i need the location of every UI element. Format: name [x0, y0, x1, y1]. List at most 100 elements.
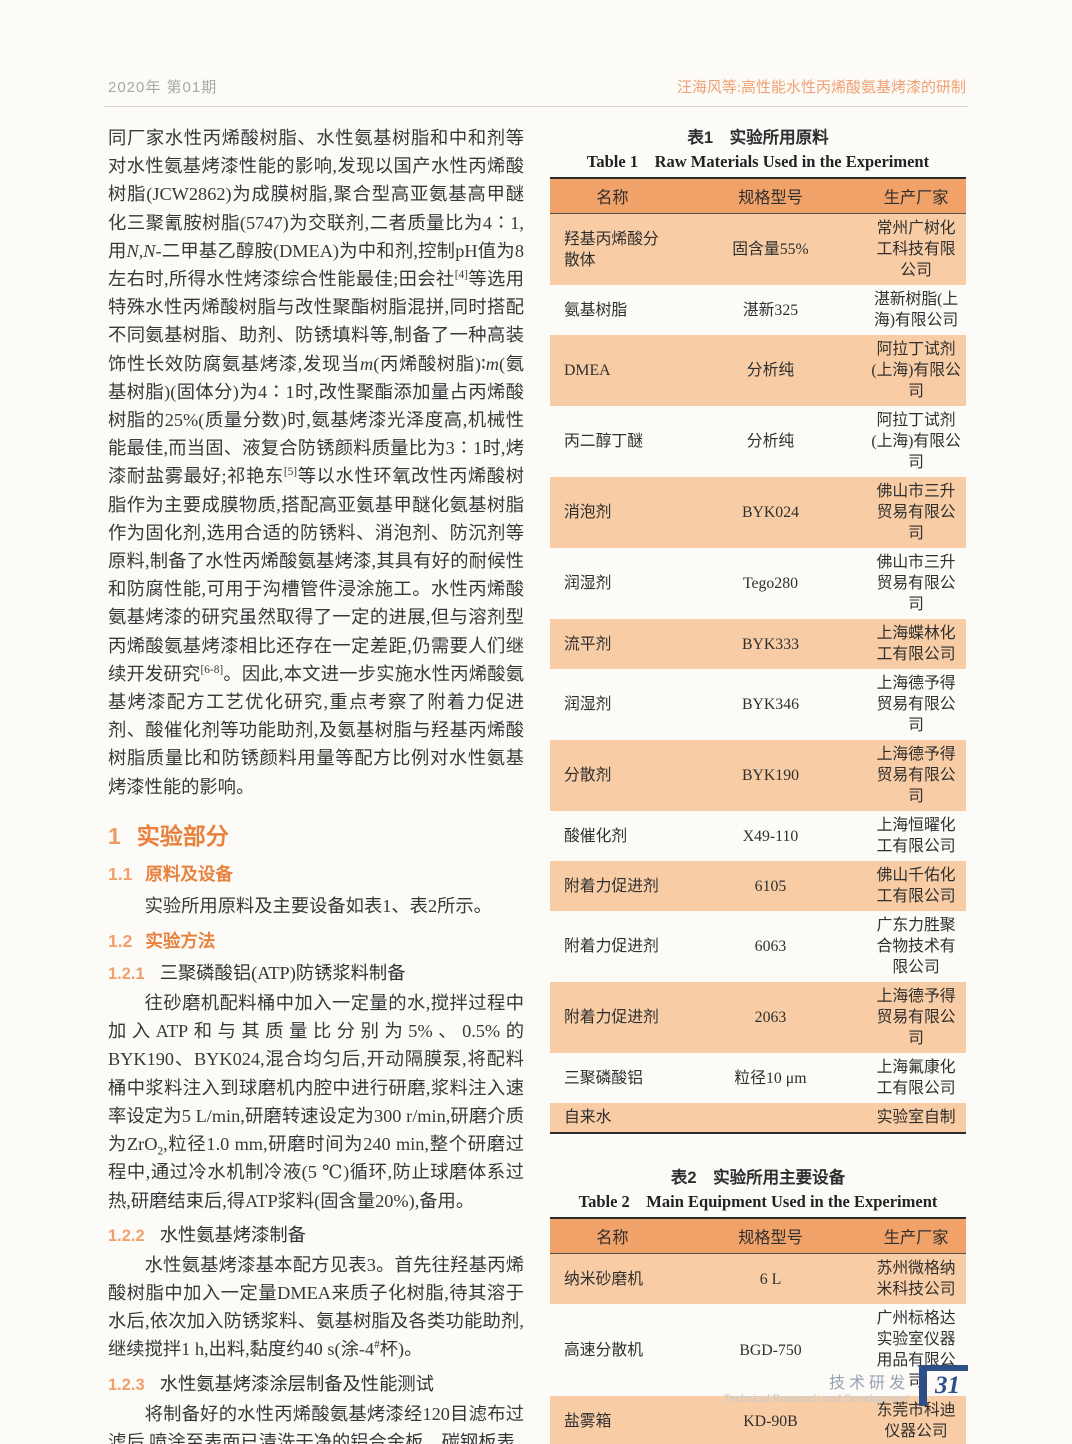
table2-caption-cn: 表2 实验所用主要设备: [670, 1169, 846, 1187]
table1-caption-en: Table 1 Raw Materials Used in the Experi…: [586, 152, 930, 171]
cell-manufacturer: 佛山千佑化工有限公司: [866, 861, 966, 911]
cell-spec: 分析纯: [746, 433, 795, 450]
cell-name: 附着力促进剂: [564, 938, 659, 955]
page-number-badge: 31: [919, 1365, 968, 1406]
table1-raw-materials: 名称 规格型号 生产厂家 羟基丙烯酸分散体 固含量55% 常州广树化工科技有限公司: [550, 177, 966, 1134]
cell-spec: 分析纯: [674, 335, 867, 406]
cell-manufacturer: 上海德予得贸易有限公司: [876, 675, 956, 734]
subsubsection-number: 1.2.3: [108, 1375, 145, 1394]
paint-prep-paragraph: 水性氨基烤漆基本配方见表3。首先往羟基丙烯酸树脂中加入一定量DMEA来质子化树脂…: [108, 1254, 524, 1360]
cell-manufacturer: 上海恒曜化工有限公司: [876, 817, 956, 855]
table-row: 流平剂 BYK333 上海蝶林化工有限公司: [550, 619, 966, 669]
cell-spec: 湛新325: [742, 301, 799, 319]
cell-spec: X49-110: [742, 827, 799, 845]
subsubsection-heading-paint-prep: 1.2.2 水性氨基烤漆制备: [108, 1221, 524, 1247]
cell-manufacturer: 上海德予得贸易有限公司: [866, 740, 966, 811]
section-number: 1: [108, 822, 121, 849]
footer-section-en: Technical Research and Development: [723, 1393, 909, 1406]
cell-spec: 粒径10 μm: [734, 1069, 807, 1087]
subsection-heading-materials: 1.1 原料及设备: [108, 861, 524, 886]
cell-name: 附着力促进剂: [550, 861, 675, 911]
subsection-title: 原料及设备: [145, 863, 233, 884]
left-column: 同厂家水性丙烯酸树脂、水性氨基树脂和中和剂等对水性氨基烤漆性能的影响,发现以国产…: [108, 124, 524, 1444]
cell-manufacturer: 广州标格达实验室仪器用品有限公司: [876, 1310, 956, 1390]
table2-header-cell: 规格型号: [674, 1218, 867, 1254]
cell-manufacturer: 实验室自制: [866, 1103, 966, 1133]
cell-name: 羟基丙烯酸分散体: [550, 213, 675, 285]
table-row: 消泡剂 BYK024 佛山市三升贸易有限公司: [550, 477, 966, 548]
issue-label: 2020年 第01期: [108, 79, 218, 96]
subsubsection-title: 水性氨基烤漆制备: [159, 1224, 306, 1245]
table-row: 自来水 实验室自制: [550, 1103, 966, 1133]
table1-header-cell: 生产厂家: [866, 178, 966, 214]
cell-spec: BYK024: [674, 477, 867, 548]
subsection-title: 实验方法: [145, 931, 216, 952]
footer-section-cn: 技术研发: [828, 1374, 909, 1392]
cell-spec: BYK346: [741, 696, 799, 713]
cell-manufacturer: 东莞市科迪仪器公司: [866, 1396, 966, 1444]
table1-block: 表1 实验所用原料 Table 1 Raw Materials Used in …: [550, 124, 966, 1134]
cell-name: 丙二醇丁醚: [564, 433, 643, 450]
cell-manufacturer: 上海蝶林化工有限公司: [866, 619, 966, 669]
intro-paragraph: 同厂家水性丙烯酸树脂、水性氨基树脂和中和剂等对水性氨基烤漆性能的影响,发现以国产…: [108, 128, 525, 797]
cell-spec: KD-90B: [674, 1396, 867, 1444]
table2-block: 表2 实验所用主要设备 Table 2 Main Equipment Used …: [550, 1164, 966, 1444]
header-divider: [104, 106, 968, 107]
cell-name: 高速分散机: [564, 1341, 643, 1359]
table-row: 盐雾箱 KD-90B 东莞市科迪仪器公司: [550, 1396, 966, 1444]
table-row: 附着力促进剂 6105 佛山千佑化工有限公司: [550, 861, 966, 911]
cell-spec: Tego280: [742, 575, 798, 592]
right-column: 表1 实验所用原料 Table 1 Raw Materials Used in …: [550, 124, 966, 1444]
subsection-number: 1.2: [108, 931, 133, 952]
cell-manufacturer: 上海德予得贸易有限公司: [866, 982, 966, 1053]
table-row: 润湿剂 BYK346 上海德予得贸易有限公司: [550, 669, 966, 740]
cell-manufacturer: 湛新树脂(上海)有限公司: [873, 291, 959, 329]
page-footer: 技术研发 Technical Research and Development …: [724, 1365, 968, 1406]
section-title: 实验部分: [136, 822, 229, 849]
cell-spec: 6105: [674, 861, 867, 911]
cell-name: 纳米砂磨机: [550, 1253, 675, 1304]
running-title: 汪海风等:高性能水性丙烯酸氨基烤漆的研制: [676, 80, 966, 96]
section-heading-experimental: 1 实验部分: [108, 817, 524, 851]
subsection-number: 1.1: [108, 863, 133, 884]
cell-name: 流平剂: [550, 619, 675, 669]
cell-name: 氨基树脂: [564, 301, 628, 319]
cell-spec: BGD-750: [739, 1341, 802, 1359]
cell-name: 附着力促进剂: [550, 982, 675, 1053]
cell-name: 酸催化剂: [564, 827, 628, 845]
table2-header-cell: 名称: [550, 1218, 675, 1254]
running-head: 2020年 第01期 汪海风等:高性能水性丙烯酸氨基烤漆的研制: [108, 76, 966, 97]
table1-header-cell: 名称: [550, 178, 675, 214]
footer-section-label: 技术研发 Technical Research and Development: [724, 1375, 909, 1406]
table1-header-cell: 规格型号: [674, 178, 867, 214]
cell-spec: 6063: [754, 938, 787, 955]
table-row: 高速分散机 BGD-750 广州标格达实验室仪器用品有限公司: [550, 1304, 966, 1396]
cell-manufacturer: 常州广树化工科技有限公司: [866, 213, 966, 285]
table1-header-row: 名称 规格型号 生产厂家: [550, 178, 966, 214]
cell-name: 自来水: [550, 1103, 675, 1133]
table-row: 分散剂 BYK190 上海德予得贸易有限公司: [550, 740, 966, 811]
table-row: 羟基丙烯酸分散体 固含量55% 常州广树化工科技有限公司: [550, 213, 966, 285]
cell-spec: BYK333: [674, 619, 867, 669]
cell-name: 润湿剂: [564, 575, 612, 592]
table2-header-cell: 生产厂家: [866, 1218, 966, 1254]
cell-name: 润湿剂: [564, 696, 612, 713]
cell-manufacturer: 阿拉丁试剂(上海)有限公司: [871, 412, 961, 471]
cell-manufacturer: 苏州微格纳米科技公司: [866, 1253, 966, 1304]
cell-spec: 2063: [674, 982, 867, 1053]
coating-test-paragraph: 将制备好的水性丙烯酸氨基烤漆经120目滤布过滤后,喷涂至表面已清洗干净的铝合金板…: [108, 1403, 524, 1444]
subsubsection-title: 水性氨基烤漆涂层制备及性能测试: [159, 1373, 434, 1394]
table2-caption-en: Table 2 Main Equipment Used in the Exper…: [578, 1192, 938, 1211]
cell-manufacturer: 阿拉丁试剂(上海)有限公司: [866, 335, 966, 406]
table-row: 三聚磷酸铝 粒径10 μm 上海氟康化工有限公司: [550, 1053, 966, 1103]
table-row: 丙二醇丁醚 分析纯 阿拉丁试剂(上海)有限公司: [550, 406, 966, 477]
table2-equipment: 名称 规格型号 生产厂家 纳米砂磨机 6 L 苏州微格纳米科技公司: [550, 1217, 966, 1444]
cell-spec: [674, 1103, 867, 1133]
cell-name: DMEA: [550, 335, 675, 406]
cell-manufacturer: 上海氟康化工有限公司: [876, 1059, 956, 1097]
subsubsection-title: 三聚磷酸铝(ATP)防锈浆料制备: [159, 963, 406, 984]
table-row: 氨基树脂 湛新325 湛新树脂(上海)有限公司: [550, 285, 966, 335]
cell-spec: BYK190: [674, 740, 867, 811]
table-row: 酸催化剂 X49-110 上海恒曜化工有限公司: [550, 811, 966, 861]
page-number: 31: [935, 1372, 960, 1399]
